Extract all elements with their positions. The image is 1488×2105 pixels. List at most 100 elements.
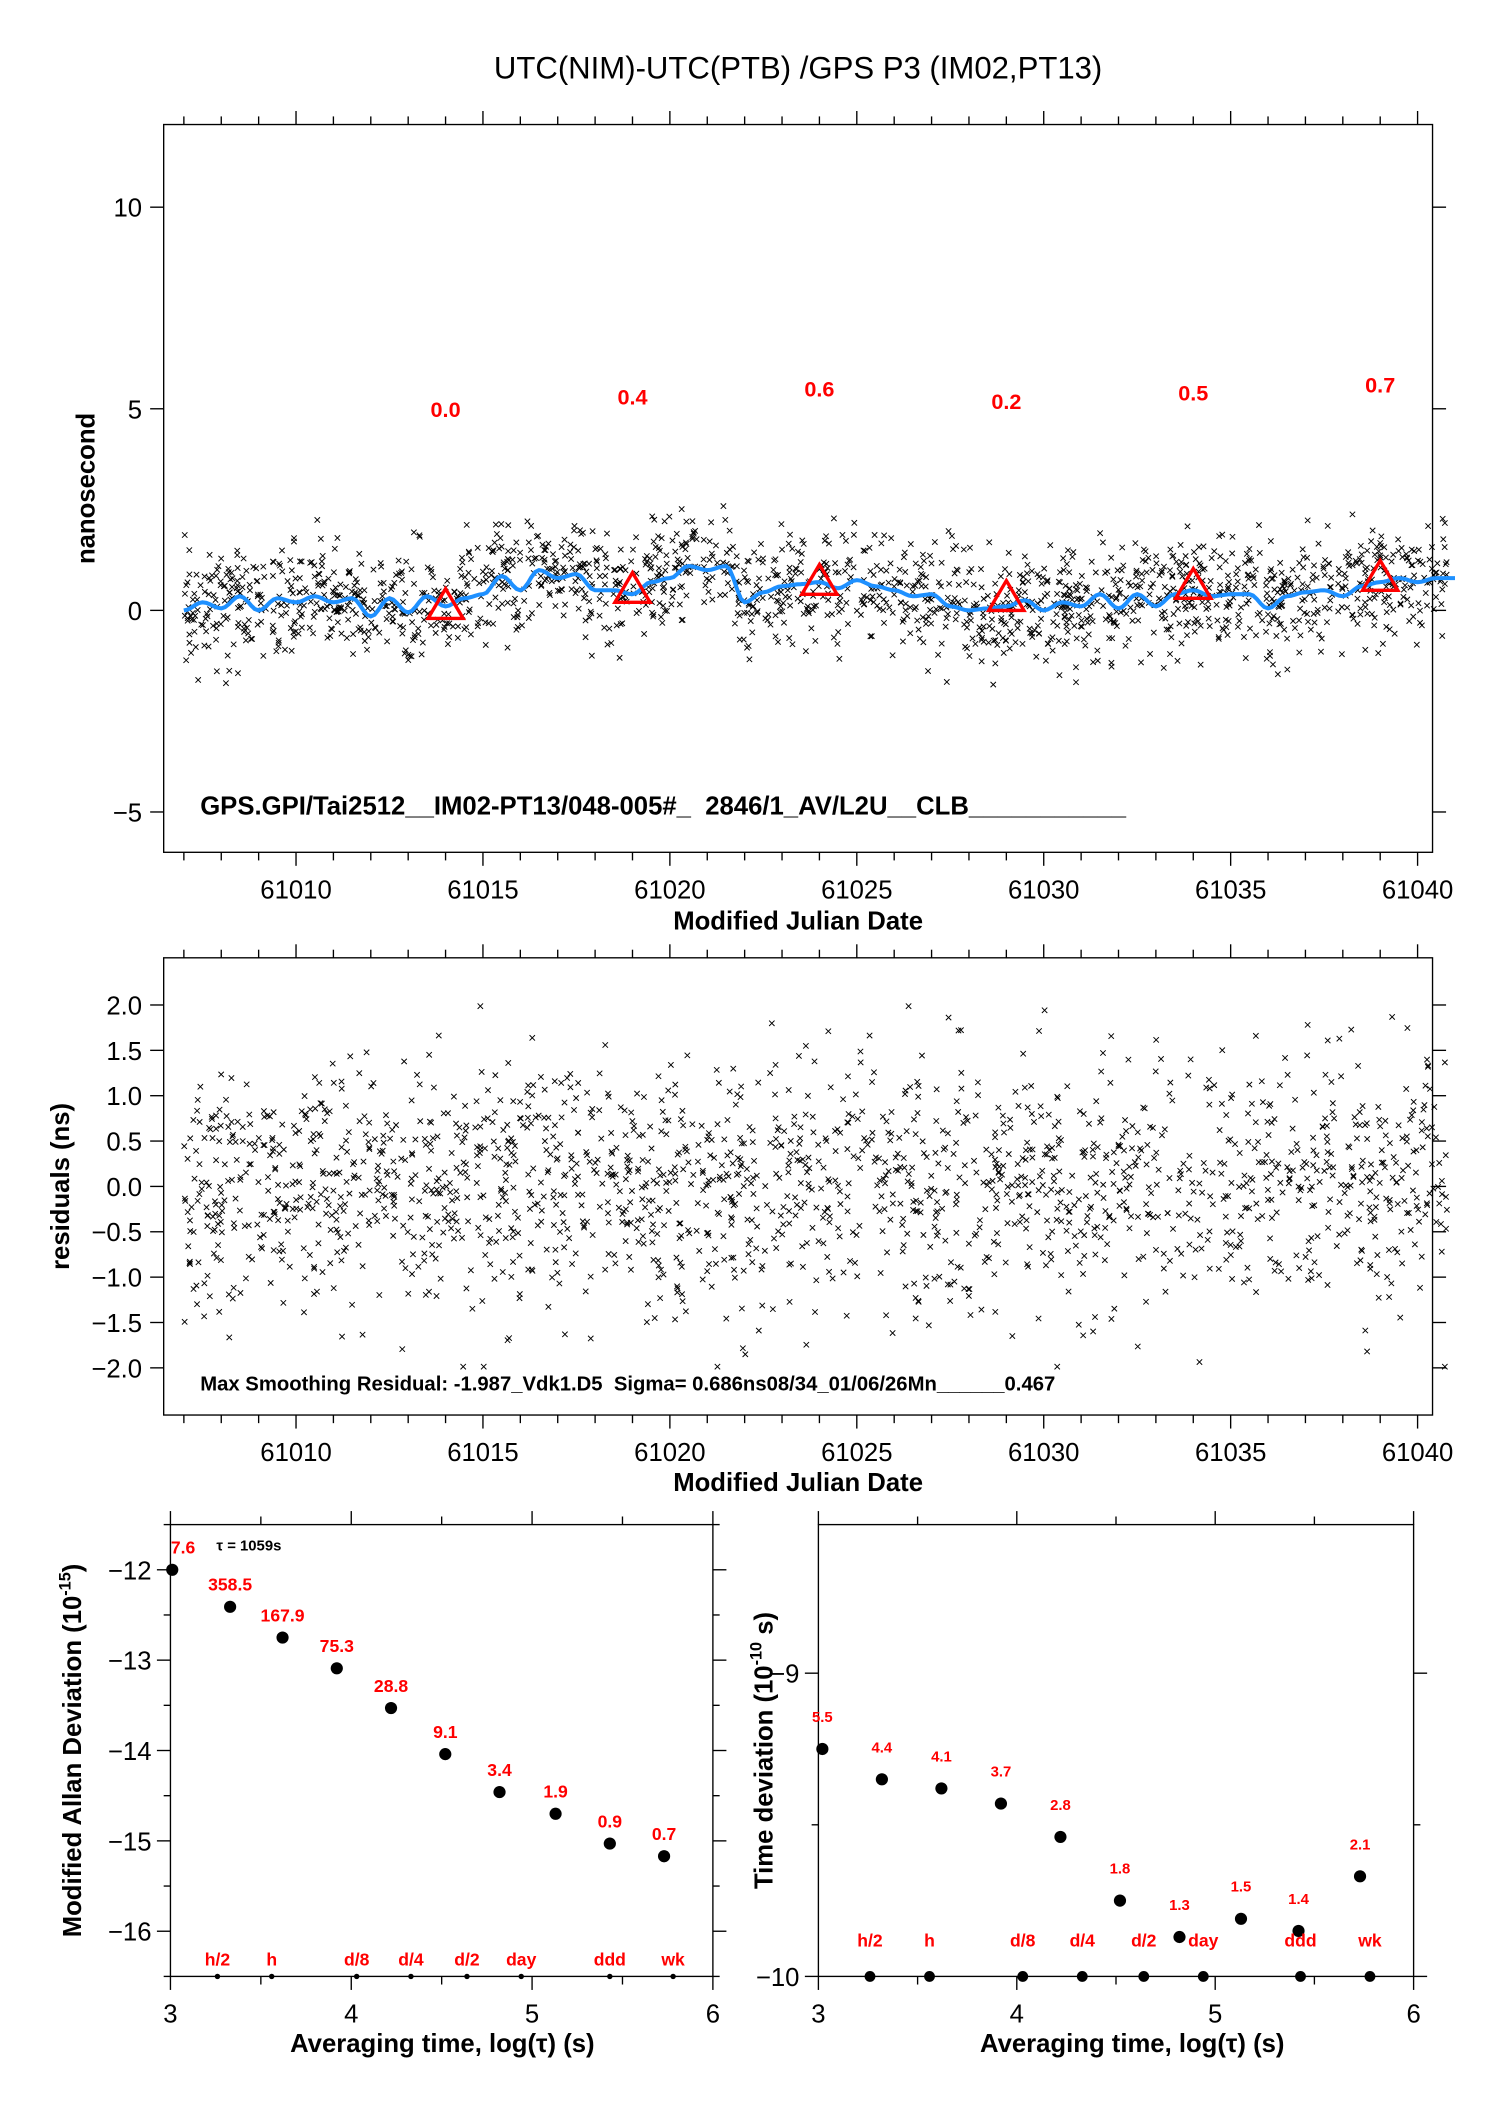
residual-point bbox=[1329, 1172, 1336, 1179]
data-point bbox=[290, 633, 297, 640]
residual-point bbox=[895, 1167, 902, 1174]
data-point bbox=[1178, 640, 1185, 647]
residual-point bbox=[550, 1222, 557, 1229]
data-point bbox=[257, 591, 264, 598]
data-point bbox=[1307, 626, 1314, 633]
data-point bbox=[1255, 522, 1263, 529]
residual-point bbox=[1415, 1218, 1423, 1225]
residual-point bbox=[739, 1345, 746, 1352]
residual-point bbox=[905, 1003, 912, 1010]
residual-point bbox=[1358, 1247, 1366, 1254]
data-point bbox=[1021, 553, 1028, 560]
residual-point bbox=[400, 1136, 407, 1143]
data-point bbox=[1282, 588, 1289, 595]
data-point bbox=[629, 546, 637, 553]
data-point bbox=[191, 628, 198, 635]
residual-point bbox=[796, 1140, 803, 1147]
data-point bbox=[402, 589, 409, 597]
residual-point bbox=[186, 1258, 193, 1265]
residual-point bbox=[334, 1249, 341, 1256]
data-point bbox=[531, 555, 538, 562]
residual-point bbox=[832, 1177, 839, 1184]
data-point bbox=[1415, 546, 1422, 553]
residual-point bbox=[1399, 1260, 1406, 1267]
residual-point bbox=[813, 1277, 820, 1284]
data-point bbox=[1366, 595, 1373, 602]
data-point bbox=[841, 567, 849, 575]
residual-point bbox=[378, 1150, 385, 1157]
residual-point bbox=[440, 1229, 447, 1236]
residual-point bbox=[232, 1195, 239, 1202]
residual-point bbox=[553, 1201, 560, 1208]
residual-point bbox=[990, 1238, 997, 1245]
residual-point bbox=[260, 1108, 267, 1115]
data-point bbox=[712, 542, 720, 549]
data-point bbox=[955, 581, 962, 588]
residual-point bbox=[627, 1266, 634, 1273]
residual-point bbox=[713, 1066, 720, 1073]
data-point bbox=[660, 602, 667, 609]
x-tick-label: 61015 bbox=[447, 1439, 518, 1467]
residual-point bbox=[349, 1301, 356, 1308]
data-point bbox=[1375, 548, 1382, 555]
data-point bbox=[1080, 636, 1087, 643]
residual-point bbox=[330, 1285, 337, 1292]
residual-point bbox=[1162, 1288, 1169, 1295]
residual-point bbox=[1241, 1172, 1248, 1179]
residual-point bbox=[1167, 1079, 1174, 1086]
data-point bbox=[1146, 650, 1154, 657]
data-point bbox=[1014, 619, 1021, 626]
data-point bbox=[379, 593, 386, 600]
residual-point bbox=[939, 1205, 946, 1212]
residual-point bbox=[1430, 1185, 1437, 1192]
data-point bbox=[925, 667, 932, 675]
residual-point bbox=[1310, 1162, 1317, 1169]
residual-point bbox=[1423, 1056, 1431, 1063]
residual-point bbox=[1374, 1252, 1381, 1259]
residual-point bbox=[1253, 1200, 1260, 1207]
residual-point bbox=[300, 1245, 307, 1252]
residual-point bbox=[279, 1121, 286, 1128]
data-point bbox=[659, 619, 666, 626]
data-point bbox=[812, 637, 819, 644]
residual-point bbox=[1101, 1257, 1108, 1264]
residual-point bbox=[883, 1312, 890, 1319]
data-point bbox=[1066, 585, 1073, 592]
data-point bbox=[288, 567, 295, 574]
residual-point bbox=[672, 1316, 679, 1323]
data-point bbox=[257, 600, 264, 607]
data-point bbox=[471, 575, 478, 582]
data-point bbox=[1216, 564, 1223, 571]
residual-point bbox=[567, 1070, 574, 1077]
data-point bbox=[1108, 659, 1115, 666]
data-point bbox=[1357, 611, 1364, 618]
data-point bbox=[306, 624, 313, 631]
residual-point bbox=[1185, 1072, 1192, 1079]
data-point bbox=[1371, 551, 1378, 558]
data-point bbox=[984, 592, 991, 599]
data-point bbox=[1094, 657, 1101, 664]
data-point bbox=[346, 569, 353, 576]
residual-point bbox=[1346, 1210, 1353, 1217]
residual-point bbox=[619, 1218, 626, 1225]
residual-point bbox=[634, 1090, 641, 1097]
residual-point bbox=[750, 1190, 757, 1197]
residual-point bbox=[792, 1194, 799, 1201]
chart-title: UTC(NIM)-UTC(PTB) /GPS P3 (IM02,PT13) bbox=[494, 51, 1102, 86]
data-point bbox=[986, 623, 993, 630]
period-marker bbox=[607, 1973, 613, 1980]
residual-point bbox=[1381, 1164, 1388, 1171]
data-point bbox=[567, 541, 574, 548]
residual-point bbox=[487, 1235, 494, 1242]
data-point bbox=[546, 591, 553, 599]
data-point bbox=[617, 565, 624, 572]
data-point bbox=[1383, 623, 1390, 630]
residual-point bbox=[482, 1251, 489, 1259]
data-point bbox=[273, 648, 280, 655]
data-point bbox=[1125, 579, 1132, 586]
data-point bbox=[492, 521, 499, 528]
residual-point bbox=[1438, 1248, 1445, 1255]
data-point bbox=[1160, 664, 1167, 671]
residual-point bbox=[1134, 1129, 1141, 1136]
residual-point bbox=[417, 1118, 424, 1125]
